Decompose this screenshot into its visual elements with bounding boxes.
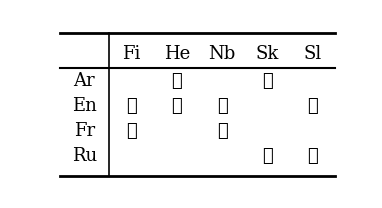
Text: ✓: ✓ bbox=[172, 72, 182, 90]
Text: ✓: ✓ bbox=[126, 122, 137, 140]
Text: ✓: ✓ bbox=[307, 147, 318, 165]
Text: ✓: ✓ bbox=[172, 97, 182, 115]
Text: He: He bbox=[164, 45, 190, 63]
Text: ✓: ✓ bbox=[217, 97, 227, 115]
Text: Fi: Fi bbox=[123, 45, 141, 63]
Text: Nb: Nb bbox=[209, 45, 236, 63]
Text: Ar: Ar bbox=[74, 72, 95, 90]
Text: ✓: ✓ bbox=[307, 97, 318, 115]
Text: Sk: Sk bbox=[256, 45, 279, 63]
Text: Fr: Fr bbox=[74, 122, 95, 140]
Text: ✓: ✓ bbox=[262, 72, 273, 90]
Text: ✓: ✓ bbox=[262, 147, 273, 165]
Text: ✓: ✓ bbox=[217, 122, 227, 140]
Text: ✓: ✓ bbox=[126, 97, 137, 115]
Text: Sl: Sl bbox=[303, 45, 322, 63]
Text: Ru: Ru bbox=[72, 147, 97, 165]
Text: En: En bbox=[72, 97, 97, 115]
